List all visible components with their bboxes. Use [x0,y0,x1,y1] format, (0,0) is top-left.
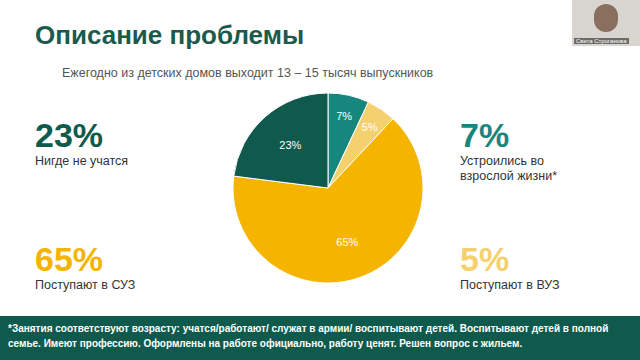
svg-text:65%: 65% [336,236,358,248]
html-text:Света Строганова: Света Строганова [576,38,627,44]
svg-text:5%: 5% [362,121,378,133]
html-text:Поступают в ВУЗ: Поступают в ВУЗ [460,278,560,292]
html-text:*Занятия соответствуют возраст: *Занятия соответствуют возрасту: учатся/… [8,323,609,349]
html-text:Нигде не учатся: Нигде не учатся [35,154,129,168]
html-text:Устроились во взрослой жизни*: Устроились во взрослой жизни* [460,154,558,183]
html-text:Поступают в СУЗ: Поступают в СУЗ [35,278,136,292]
html-text:65%: 65% [35,240,104,278]
html-text:7%: 7% [460,116,510,154]
svg-text:23%: 23% [279,139,301,151]
svg-text:7%: 7% [336,110,352,122]
html-text:23%: 23% [35,116,104,154]
html-text:Описание проблемы: Описание проблемы [35,20,305,50]
html-text:5%: 5% [460,240,510,278]
html-text:Ежегодно из детских домов выхо: Ежегодно из детских домов выходит 13 – 1… [62,66,434,80]
